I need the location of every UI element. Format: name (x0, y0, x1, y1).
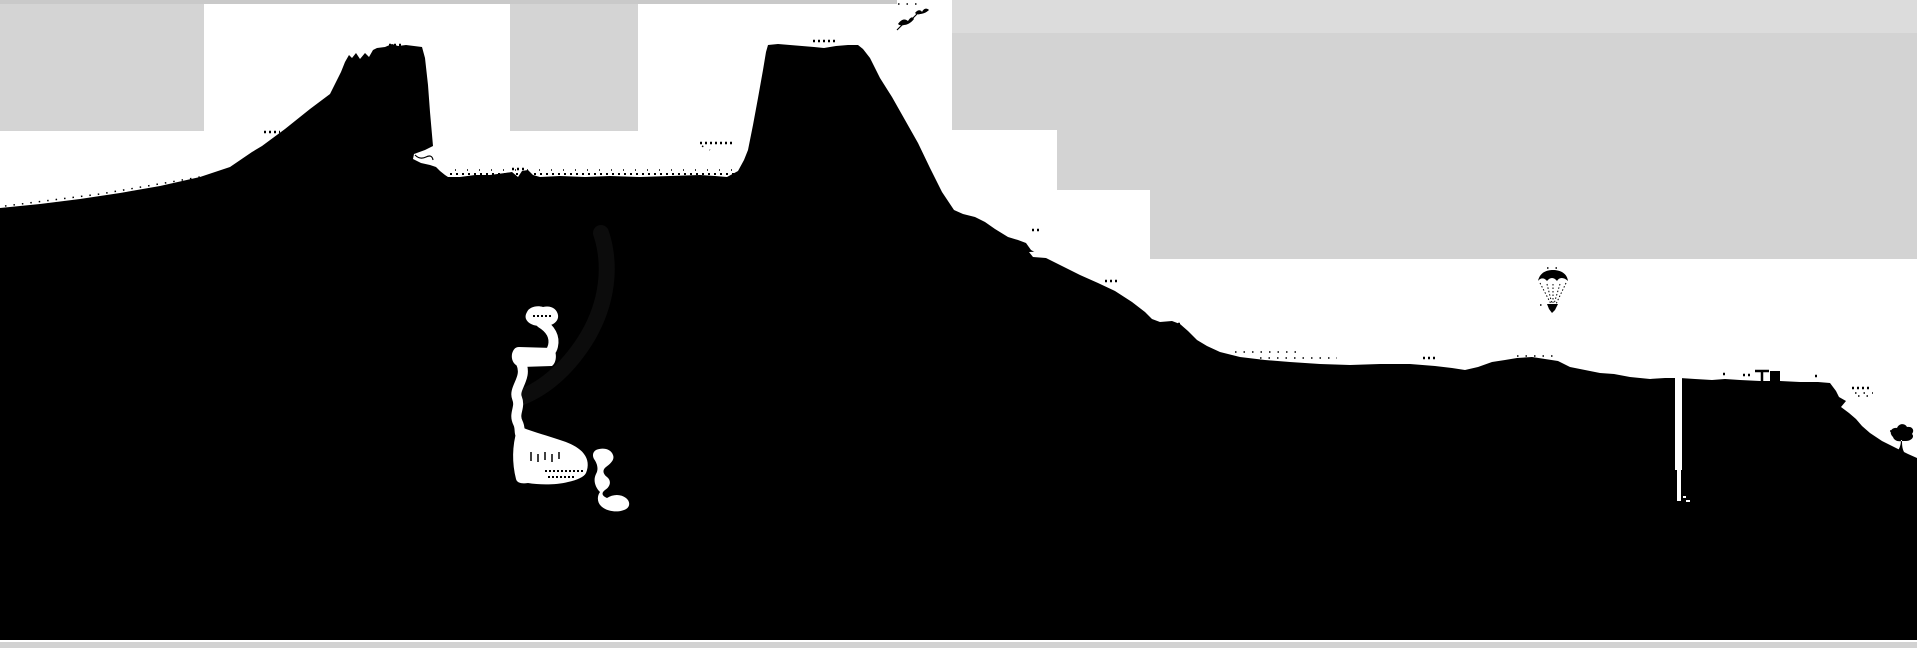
gully-ribbon (592, 448, 630, 512)
sky-strip-top (0, 0, 897, 4)
bottom-divider-line (0, 640, 1917, 642)
tree-silhouette (1890, 424, 1914, 452)
ledge-squiggle-marks (414, 154, 434, 161)
paraglider-pilot (1547, 304, 1558, 313)
sky-block-top-center (510, 4, 638, 131)
white-pole-lower (1677, 468, 1681, 501)
white-pole-highlight (1675, 377, 1690, 502)
faint-gully-shadow (514, 225, 615, 405)
paraglider-canopy (1538, 270, 1568, 281)
sky-band-top-right (952, 0, 1917, 33)
goalpost-sign-frame (1755, 369, 1769, 382)
white-pole-upper (1675, 377, 1682, 470)
sky-block-right-3 (1150, 33, 1917, 259)
birds-silhouette (896, 8, 929, 31)
terrain-silhouette (0, 44, 1917, 642)
knob-notch-highlight (1029, 251, 1051, 258)
sky-block-top-left (0, 4, 204, 131)
white-gully-trail (511, 306, 630, 512)
plateau-structures (1755, 369, 1780, 382)
ridge-speckles-sparse (4, 3, 1913, 432)
bottom-gray-bar (0, 642, 1917, 648)
sky-block-right-1 (952, 33, 1057, 130)
square-sign-silhouette (1770, 371, 1780, 382)
bird-silhouettes (898, 8, 929, 26)
paraglider-silhouette (1538, 270, 1568, 313)
gully-comb-slits (530, 452, 560, 462)
ridge-speckles-dense (264, 39, 1872, 390)
paraglider-lines (1539, 282, 1567, 305)
white-pole-base-specks (1683, 496, 1690, 502)
bird-tails (896, 13, 918, 31)
sky-block-right-2 (1057, 33, 1150, 190)
